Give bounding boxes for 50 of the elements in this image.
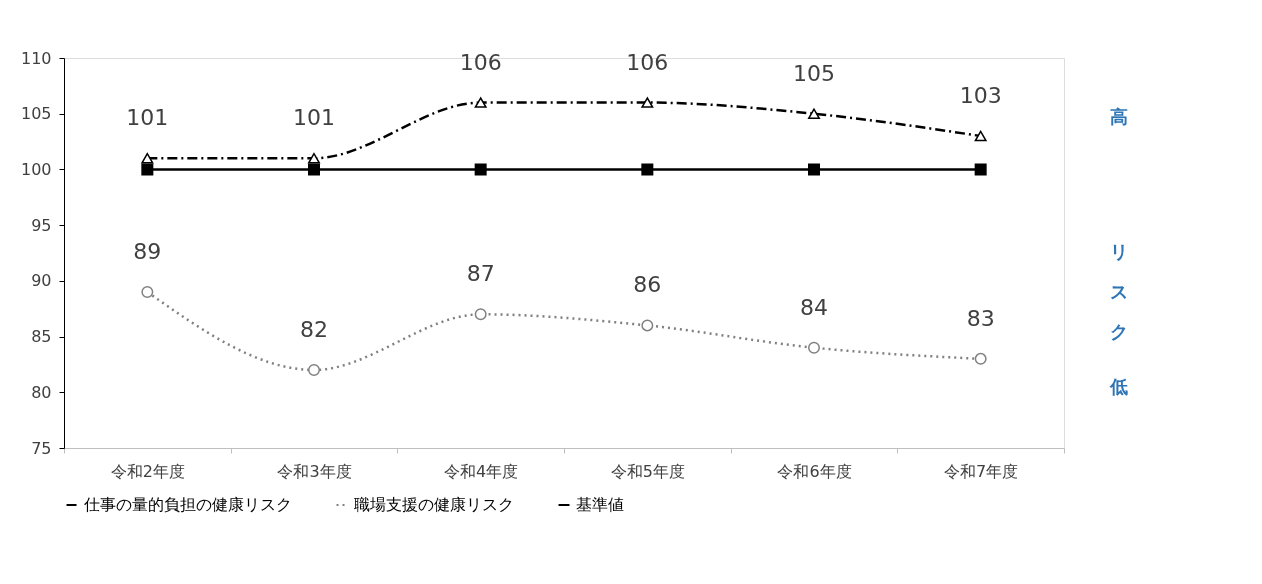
x-tick-label: 令和4年度 — [444, 461, 519, 481]
point — [641, 319, 654, 332]
point — [974, 352, 987, 365]
data-label: 87 — [466, 261, 495, 287]
point — [641, 163, 654, 176]
data-label: 106 — [626, 49, 669, 75]
y-tick-label: 80 — [31, 382, 52, 402]
text: リスク — [1110, 241, 1128, 342]
y-tick-label: 110 — [20, 48, 52, 68]
text: 高 — [1110, 106, 1128, 127]
point — [141, 152, 154, 164]
point — [474, 163, 487, 176]
point — [974, 163, 987, 176]
x-tick-label: 令和7年度 — [944, 461, 1019, 481]
data-label: 101 — [293, 105, 335, 131]
data-label: 86 — [633, 272, 662, 298]
y-tick-label: 95 — [31, 215, 52, 235]
data-label: 101 — [126, 105, 169, 131]
point — [808, 341, 820, 354]
data-label: 83 — [966, 305, 995, 331]
y-tick-label: 105 — [20, 104, 52, 124]
point — [141, 286, 154, 298]
legend-label: 仕事の量的負担の健康リスク — [83, 495, 292, 514]
point — [974, 130, 987, 142]
point — [308, 163, 320, 176]
data-label: 89 — [133, 239, 162, 264]
y-tick-label: 100 — [20, 159, 52, 179]
point — [474, 308, 487, 321]
y-tick-label: 85 — [31, 327, 52, 347]
point — [808, 108, 820, 120]
point — [641, 97, 654, 108]
y-tick-label: 75 — [31, 438, 52, 458]
data-label: 84 — [800, 294, 828, 320]
legend-label: 基準値 — [576, 495, 624, 514]
point — [808, 163, 820, 176]
text: 低 — [1109, 376, 1128, 397]
data-label: 103 — [959, 83, 1002, 108]
point — [308, 364, 320, 376]
data-label: 106 — [459, 49, 502, 75]
y-tick-label: 90 — [31, 271, 52, 291]
legend-label: 職場支援の健康リスク — [354, 495, 514, 514]
data-label: 105 — [793, 60, 835, 86]
x-tick-label: 令和6年度 — [777, 461, 852, 481]
point — [474, 97, 487, 108]
point — [308, 152, 320, 164]
x-tick-label: 令和2年度 — [110, 461, 185, 481]
x-tick-label: 令和5年度 — [610, 461, 685, 481]
x-tick-label: 令和3年度 — [277, 461, 352, 481]
point — [141, 163, 154, 176]
data-label: 82 — [300, 317, 328, 342]
